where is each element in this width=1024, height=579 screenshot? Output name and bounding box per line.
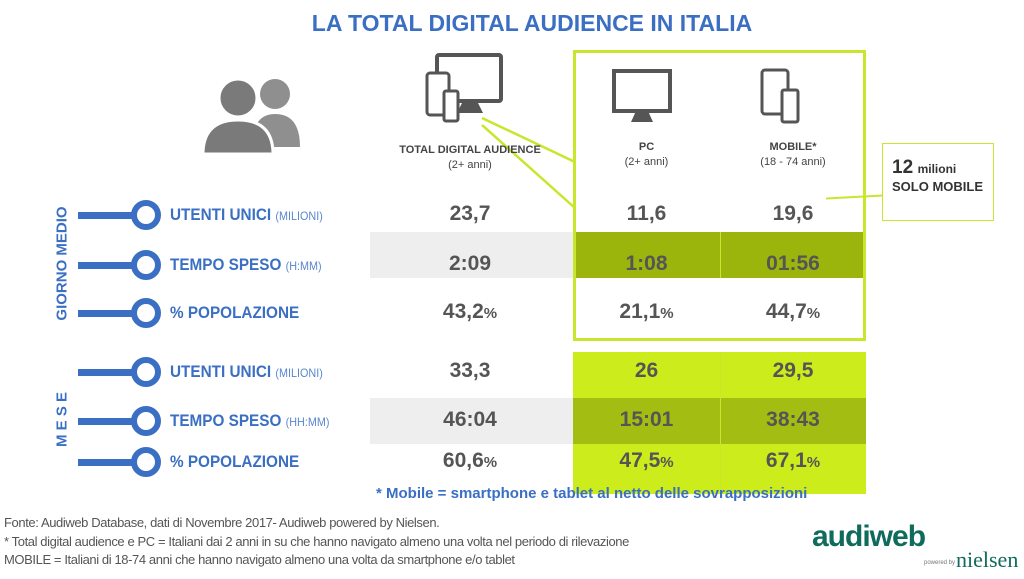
divider	[720, 352, 721, 494]
cell-value: 47,5%	[619, 449, 674, 472]
row-circle-icon	[131, 406, 161, 436]
divider	[720, 232, 721, 278]
row-circle-icon	[131, 357, 161, 387]
cell-value: 44,7%	[765, 300, 821, 323]
group-label-giorno-medio: GIORNO MEDIO	[53, 206, 71, 321]
column-header-pc: PC (2+ anni)	[624, 141, 669, 168]
band-gray	[370, 232, 573, 278]
solo-mobile-callout: 12 milioni SOLO MOBILE	[882, 143, 994, 221]
page-title: LA TOTAL DIGITAL AUDIENCE IN ITALIA	[311, 10, 753, 36]
mobile-note: * Mobile = smartphone e tablet al netto …	[376, 485, 808, 502]
tablet-phone-icon	[760, 68, 800, 124]
row-circle-icon	[131, 200, 161, 230]
cell-value: 29,5	[772, 359, 814, 382]
cell-value: 46:04	[443, 408, 497, 431]
multi-device-icon	[425, 53, 503, 123]
column-header-total: TOTAL DIGITAL AUDIENCE (2+ anni)	[399, 144, 541, 171]
band-light-green	[573, 352, 866, 398]
cell-value: 33,3	[449, 359, 491, 382]
row-label: UTENTI UNICI (MILIONI)	[170, 362, 323, 381]
row-label: TEMPO SPESO (HH:MM)	[170, 411, 330, 430]
row-circle-icon	[131, 447, 161, 477]
row-label: % POPOLAZIONE	[170, 303, 300, 322]
band-dark-green	[573, 232, 866, 278]
cell-value: 2:09	[448, 252, 492, 275]
audiweb-logo: audiweb powered by nielsen	[812, 520, 1019, 572]
row-label: % POPOLAZIONE	[170, 452, 300, 471]
monitor-icon	[612, 69, 672, 122]
row-connector-line	[78, 369, 136, 376]
row-label: TEMPO SPESO (H:MM)	[170, 255, 322, 274]
row-circle-icon	[131, 250, 161, 280]
row-connector-line	[78, 262, 136, 269]
group-label-mese: M E S E	[53, 392, 71, 448]
cell-value: 21,1%	[619, 300, 674, 323]
row-label: UTENTI UNICI (MILIONI)	[170, 205, 323, 224]
cell-value: 11,6	[626, 202, 667, 225]
cell-value: 01:56	[766, 252, 820, 275]
row-connector-line	[78, 418, 136, 425]
row-connector-line	[78, 310, 136, 317]
connector-lines	[481, 116, 576, 209]
footer-source: Fonte: Audiweb Database, dati di Novembr…	[4, 515, 440, 530]
cell-value: 60,6%	[442, 449, 498, 472]
row-circle-icon	[131, 298, 161, 328]
cell-value: 1:08	[625, 252, 668, 275]
footer-note-mobile: MOBILE = Italiani di 18-74 anni che hann…	[4, 552, 515, 567]
cell-value: 67,1%	[765, 449, 821, 472]
cell-value: 38:43	[766, 408, 820, 431]
cell-value: 19,6	[772, 202, 814, 225]
cell-value: 15:01	[619, 408, 674, 431]
row-connector-line	[78, 459, 136, 466]
cell-value: 26	[634, 359, 659, 382]
band-light-green	[573, 444, 866, 494]
column-header-mobile: MOBILE* (18 - 74 anni)	[760, 141, 826, 168]
users-icon	[201, 77, 300, 156]
cell-value: 23,7	[449, 202, 491, 225]
row-connector-line	[78, 212, 136, 219]
footer-note-total: * Total digital audience e PC = Italiani…	[4, 534, 629, 549]
band-gray	[370, 398, 573, 444]
cell-value: 43,2%	[442, 300, 498, 323]
band-dark-green	[573, 398, 866, 444]
